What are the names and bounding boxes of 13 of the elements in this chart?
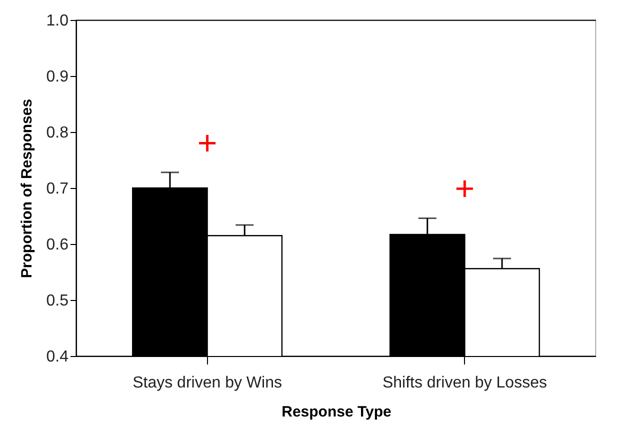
x-axis-title: Response Type <box>282 404 392 420</box>
y-axis-title: Proportion of Responses <box>18 98 36 278</box>
y-tick-label: 0.5 <box>46 292 69 310</box>
y-tick-label: 0.9 <box>46 68 69 86</box>
annotation: + <box>197 124 218 162</box>
annotation: + <box>454 170 475 208</box>
x-tick-label: Shifts driven by Losses <box>382 374 547 392</box>
y-tick-label: 0.8 <box>46 124 69 142</box>
y-tick-label: 0.6 <box>46 236 69 254</box>
x-tick-label: Stays driven by Wins <box>132 374 282 392</box>
y-tick-label: 1.0 <box>46 12 69 30</box>
y-tick-label: 0.7 <box>46 180 69 198</box>
y-tick-label: 0.4 <box>46 348 69 366</box>
